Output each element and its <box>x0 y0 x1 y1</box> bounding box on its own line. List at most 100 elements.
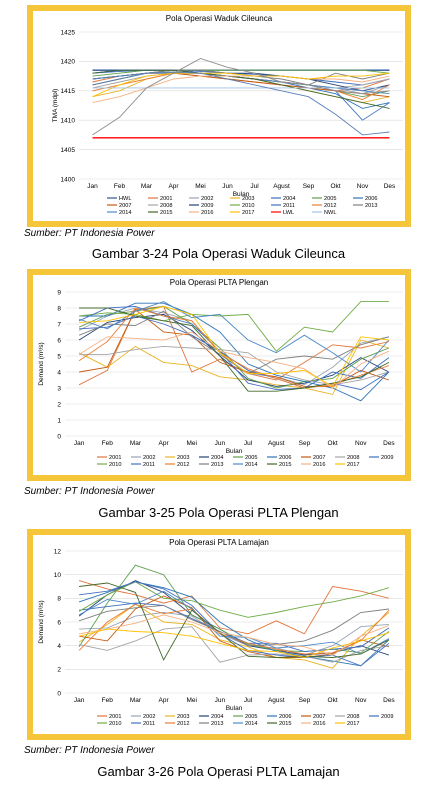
y-tick-label: 6 <box>57 619 61 626</box>
x-tick-label: Mei <box>195 183 205 190</box>
legend-label: 2013 <box>211 462 223 468</box>
y-tick-label: 1425 <box>61 29 76 36</box>
y-tick-label: 0 <box>57 690 61 697</box>
legend-label: LWL <box>283 210 294 216</box>
legend-label: 2001 <box>109 714 121 720</box>
series-line-2016 <box>79 614 390 656</box>
y-tick-label: 6 <box>57 337 61 344</box>
series-line-2006 <box>79 302 390 402</box>
legend-label: 2003 <box>242 196 254 202</box>
legend-label: 2006 <box>279 455 291 461</box>
legend-label: 2002 <box>143 455 155 461</box>
series-line-2012 <box>78 307 390 389</box>
x-axis-label: Bulan <box>233 191 250 198</box>
figure-caption: Gambar 3-25 Pola Operasi PLTA Plengan <box>98 505 339 520</box>
chart-plta-lamajan: Pola Operasi PLTA Lamajan 0 2 4 6 8 10 12 Jan Feb… <box>27 529 411 740</box>
legend-label: NWL <box>324 210 336 216</box>
series-line-2003 <box>78 339 390 395</box>
series-line-2014 <box>78 590 390 655</box>
legend-label: 2014 <box>245 462 257 468</box>
x-tick-label: Mei <box>187 697 197 704</box>
legend-label: 2004 <box>211 714 223 720</box>
x-tick-label: Des <box>384 183 396 190</box>
legend-label: 2016 <box>313 721 325 727</box>
x-tick-label: Sep <box>299 697 311 704</box>
y-tick-label: 0 <box>57 433 61 440</box>
legend-label: 2005 <box>324 196 336 202</box>
legend-label: 2005 <box>245 714 257 720</box>
series-line-unlabeled-21 <box>92 71 390 136</box>
y-tick-label: 2 <box>57 401 61 408</box>
legend-label: 2006 <box>279 714 291 720</box>
x-tick-label: Sep <box>303 183 315 190</box>
series-line-2016 <box>78 331 390 389</box>
y-tick-label: 12 <box>54 548 62 555</box>
legend-label: 2008 <box>347 455 359 461</box>
x-tick-label: Jun <box>222 183 233 190</box>
legend-label: 2015 <box>279 462 291 468</box>
x-tick-label: Jun <box>215 440 226 447</box>
legend-label: 2007 <box>119 203 131 209</box>
x-tick-label: Mar <box>130 697 142 704</box>
legend-label: 2010 <box>242 203 254 209</box>
x-tick-label: Jul <box>244 440 253 447</box>
y-tick-label: 8 <box>57 305 61 312</box>
legend-label: 2003 <box>177 455 189 461</box>
chart-svg-plta-lamajan: Pola Operasi PLTA Lamajan 0 2 4 6 8 10 12 Jan Feb… <box>33 535 405 734</box>
legend-label: 2017 <box>347 462 359 468</box>
figure-caption: Gambar 3-24 Pola Operasi Waduk Cileunca <box>91 246 346 261</box>
legend-label: 2016 <box>313 462 325 468</box>
legend-label: 2012 <box>177 462 189 468</box>
legend-label: 2015 <box>160 210 172 216</box>
legend-label: 2016 <box>201 210 213 216</box>
legend-label: 2002 <box>201 196 213 202</box>
y-axis-label: Demand (m³/s) <box>38 600 45 643</box>
y-tick-label: 7 <box>57 321 61 328</box>
x-tick-label: Apr <box>168 183 179 190</box>
legend-label: 2017 <box>347 721 359 727</box>
y-tick-label: 3 <box>57 385 61 392</box>
y-tick-label: 10 <box>54 572 62 579</box>
series-line-2015 <box>79 307 390 392</box>
series-line-2017 <box>79 305 389 388</box>
y-tick-label: 2 <box>57 667 61 674</box>
series-line-2010 <box>78 581 390 618</box>
chart-title: Pola Operasi Waduk Cileunca <box>166 14 273 23</box>
legend-label: 2007 <box>313 455 325 461</box>
x-axis-label: Bulan <box>226 705 243 712</box>
series-line-2016 <box>92 75 390 104</box>
legend-label: 2010 <box>109 462 121 468</box>
series-line-unlabeled-20 <box>92 58 390 136</box>
chart-waduk-cileunca: Pola Operasi Waduk Cileunca 1400 1405 1410 1… <box>27 5 411 227</box>
series-line-2013 <box>78 310 390 375</box>
y-tick-label: 5 <box>57 353 61 360</box>
legend-label: 2006 <box>365 196 377 202</box>
x-tick-label: Mei <box>187 440 197 447</box>
x-tick-label: Apr <box>159 440 170 447</box>
x-tick-label: Okt <box>328 697 338 704</box>
y-tick-label: 4 <box>57 369 61 376</box>
x-tick-label: Apr <box>159 697 170 704</box>
x-tick-label: Jul <box>244 697 253 704</box>
legend-label: 2011 <box>143 721 155 727</box>
x-tick-label: Sep <box>299 440 311 447</box>
legend-label: 2014 <box>119 210 131 216</box>
x-tick-label: Jan <box>74 697 85 704</box>
y-axis-label: TMA (mdpl) <box>52 89 59 123</box>
legend-label: 2014 <box>245 721 257 727</box>
source-note: Sumber: PT Indonesia Power <box>24 745 155 756</box>
x-tick-label: Mar <box>130 440 142 447</box>
legend-label: 2001 <box>160 196 172 202</box>
legend-label: 2013 <box>211 721 223 727</box>
chart-plta-plengan: Pola Operasi PLTA Plengan 0 1 2 3 4 5 6 7 8 9 Jan Fe… <box>27 269 411 481</box>
legend-label: HWL <box>119 196 131 202</box>
chart-title: Pola Operasi PLTA Plengan <box>170 278 268 287</box>
legend-label: 2001 <box>109 455 121 461</box>
x-tick-label: Nov <box>355 440 367 447</box>
chart-svg-waduk-cileunca: Pola Operasi Waduk Cileunca 1400 1405 1410 1… <box>33 11 405 221</box>
x-tick-label: Okt <box>330 183 340 190</box>
legend-label: 2010 <box>109 721 121 727</box>
legend-label: 2002 <box>143 714 155 720</box>
chart-title: Pola Operasi PLTA Lamajan <box>169 538 269 547</box>
x-tick-label: Agust <box>273 183 290 190</box>
